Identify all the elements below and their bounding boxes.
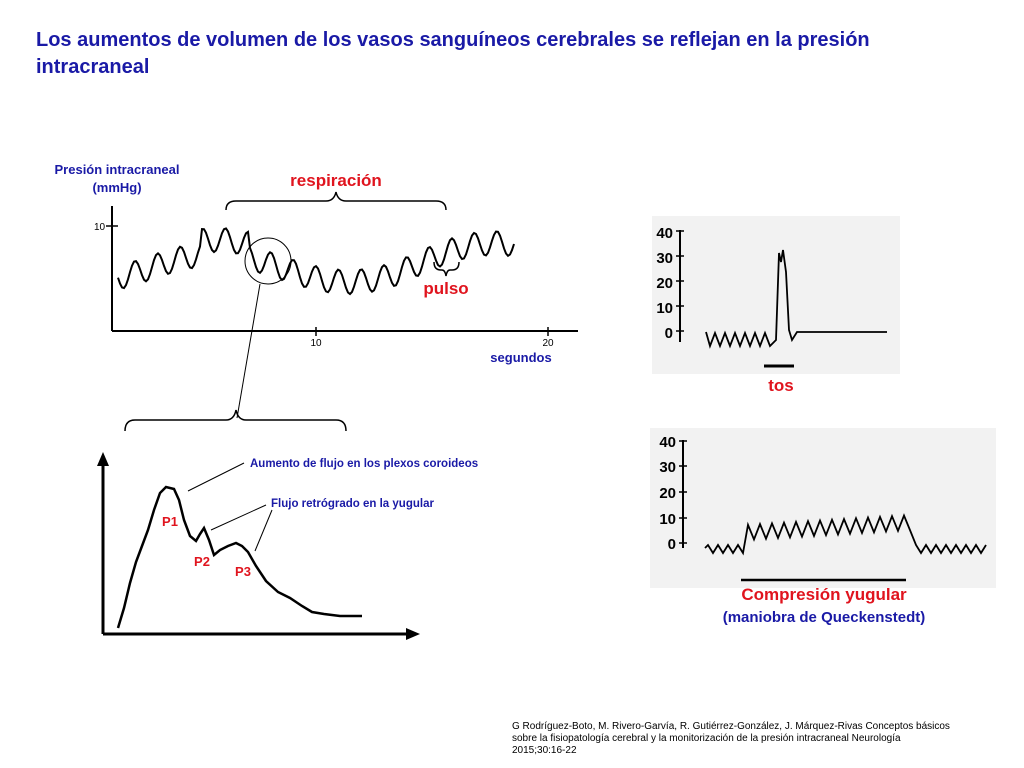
- main-ylabel-line2: (mmHg): [92, 180, 141, 195]
- waveform-brace: [124, 409, 347, 432]
- peak-label-p1: P1: [162, 514, 178, 529]
- cough-ytick-label-0: 0: [665, 325, 673, 342]
- annotation-1-text: Aumento de flujo en los plexos coroideos: [250, 458, 478, 470]
- pulse-brace: [433, 261, 460, 277]
- waveform-detail-chart: P1 P2 P3 Aumento de flujo en los plexos …: [97, 409, 478, 640]
- jugular-ytick-label-20: 20: [659, 485, 676, 502]
- pulse-label: pulso: [423, 279, 468, 298]
- main-xtick-label-20: 20: [542, 338, 554, 349]
- respiration-label: respiración: [290, 171, 382, 190]
- jugular-ytick-label-30: 30: [659, 459, 676, 476]
- respiration-brace: [225, 191, 447, 211]
- waveform-x-arrow: [406, 628, 420, 640]
- main-trace-chart: Presión intracraneal (mmHg) 10 10 20 seg…: [55, 162, 578, 419]
- annotation-1-pointer: [187, 462, 245, 492]
- citation: G Rodríguez-Boto, M. Rivero-Garvía, R. G…: [512, 721, 1012, 757]
- waveform-line: [116, 485, 362, 629]
- cough-ytick-label-20: 20: [656, 275, 673, 292]
- citation-line-2: sobre la fisiopatología cerebral y la mo…: [512, 733, 901, 744]
- jugular-chart: 40 30 20 10 0 Compresión yugular (maniob…: [650, 428, 996, 626]
- jugular-ytick-label-40: 40: [659, 434, 676, 451]
- citation-line-3: 2015;30:16-22: [512, 745, 577, 756]
- cough-panel-bg: [652, 216, 900, 374]
- zoom-connector: [236, 283, 261, 419]
- cough-trace-line: [705, 249, 887, 349]
- annotation-2-pointer-b: [254, 509, 273, 552]
- icp-trace-line: [117, 227, 515, 296]
- main-xlabel: segundos: [490, 350, 551, 365]
- cough-ytick-label-10: 10: [656, 300, 673, 317]
- citation-line-1: G Rodríguez-Boto, M. Rivero-Garvía, R. G…: [512, 721, 950, 732]
- jugular-label-line1: Compresión yugular: [741, 585, 907, 604]
- main-xtick-label-10: 10: [310, 338, 322, 349]
- cough-label: tos: [768, 376, 794, 395]
- cough-ytick-label-30: 30: [656, 250, 673, 267]
- peak-label-p3: P3: [235, 564, 251, 579]
- peak-label-p2: P2: [194, 554, 210, 569]
- waveform-y-arrow: [97, 452, 109, 466]
- zoom-circle: [244, 237, 292, 285]
- cough-chart: 40 30 20 10 0 tos: [652, 216, 900, 395]
- jugular-trace-line: [704, 513, 987, 556]
- cough-ytick-label-40: 40: [656, 225, 673, 242]
- cough-ytick-marks: [676, 230, 684, 332]
- jugular-ytick-label-0: 0: [668, 536, 676, 553]
- jugular-ytick-marks: [679, 440, 687, 544]
- annotation-2-pointer-a: [210, 504, 267, 531]
- page-title: Los aumentos de volumen de los vasos san…: [36, 29, 870, 78]
- annotation-2-text: Flujo retrógrado en la yugular: [271, 498, 434, 510]
- jugular-label-line2: (maniobra de Queckenstedt): [723, 609, 926, 626]
- jugular-ytick-label-10: 10: [659, 511, 676, 528]
- main-ylabel-line1: Presión intracraneal: [55, 162, 180, 177]
- main-ytick-label: 10: [94, 222, 106, 233]
- jugular-panel-bg: [650, 428, 996, 588]
